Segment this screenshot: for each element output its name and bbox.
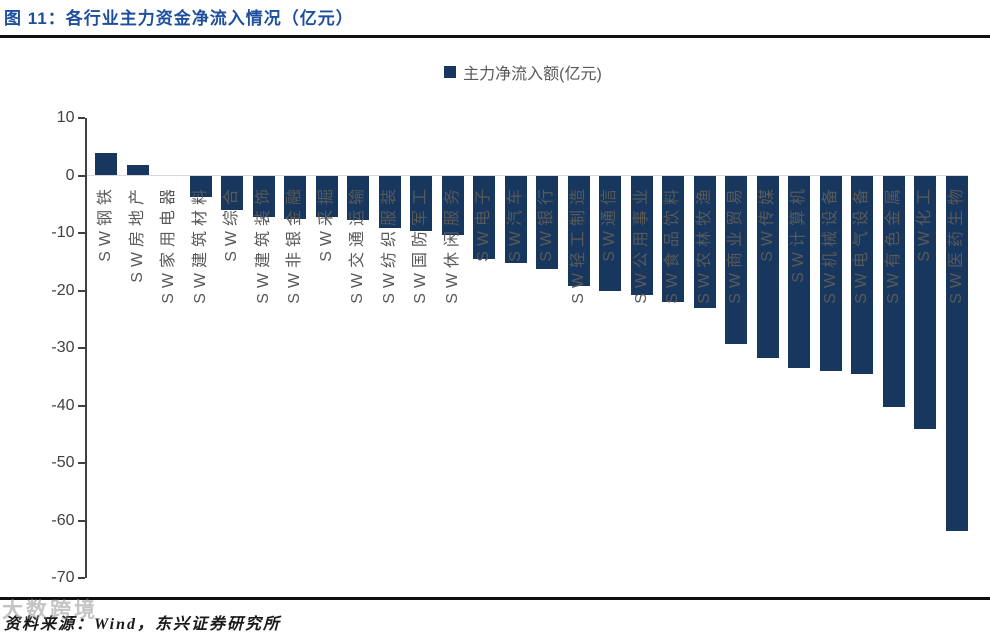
x-axis-label: SW汽车 (506, 183, 524, 262)
x-axis-label: SW有色金属 (884, 183, 902, 304)
source-note: 资料来源：Wind，东兴证券研究所 (4, 616, 281, 633)
y-axis-tick (77, 519, 85, 522)
bar (504, 175, 527, 264)
bar (756, 175, 779, 359)
bar (95, 153, 118, 176)
x-axis-label: SW食品饮料 (664, 183, 682, 304)
x-axis-label: SW通信 (601, 183, 619, 262)
x-axis-label: SW公用事业 (632, 183, 650, 304)
y-axis-tick (77, 232, 85, 234)
bar (662, 175, 685, 302)
x-axis-label: SW钢铁 (97, 183, 115, 262)
bar (914, 175, 937, 429)
bar (725, 175, 748, 344)
x-axis-label: SW轻工制造 (569, 183, 587, 304)
bar (882, 175, 905, 407)
y-axis-tick-label: -20 (51, 281, 75, 299)
bar (315, 175, 338, 217)
y-axis-tick-label: -30 (51, 339, 75, 356)
bar (851, 175, 874, 374)
y-axis-tick-label: 10 (56, 109, 75, 126)
bar (347, 175, 370, 221)
bar (819, 175, 842, 371)
bar (378, 175, 401, 229)
x-axis-label: SW采掘 (317, 183, 335, 262)
x-axis-label: SW银行 (538, 183, 556, 262)
x-axis-label: SW化工 (916, 183, 934, 262)
y-axis-tick (77, 404, 85, 407)
bar (788, 175, 811, 369)
bar (221, 175, 244, 210)
y-axis-tick (77, 577, 85, 579)
chart-legend: 主力净流入额(亿元) (28, 60, 990, 84)
bar (693, 175, 716, 308)
y-axis-tick (77, 462, 85, 464)
bar (126, 164, 149, 176)
x-axis-label: SW房地产 (128, 183, 146, 283)
y-axis-tick (77, 117, 85, 119)
bar (284, 175, 307, 219)
bar (599, 175, 622, 291)
bar (630, 175, 653, 296)
y-axis-tick-label: 0 (65, 166, 75, 184)
x-axis-label: SW商业贸易 (727, 183, 745, 304)
y-axis-tick-label: -40 (51, 396, 75, 414)
bar (473, 175, 496, 259)
y-axis-line (84, 118, 87, 578)
bar (189, 175, 212, 198)
x-axis-label: SW交通运输 (349, 183, 367, 304)
bar (536, 175, 559, 269)
y-axis-tick-label: -50 (51, 454, 75, 471)
bar (410, 175, 433, 232)
title-rule (0, 35, 990, 38)
x-axis-label: SW建筑装饰 (254, 183, 272, 304)
footer-rule (0, 597, 990, 600)
x-axis-label: SW机械设备 (821, 183, 839, 304)
x-axis-label: SW国防军工 (412, 183, 430, 304)
y-axis-tick-label: -60 (51, 511, 75, 529)
x-axis-label: SW农林牧渔 (695, 183, 713, 304)
y-axis-tick-label: -10 (51, 224, 75, 241)
x-axis-label: SW传媒 (758, 183, 776, 262)
y-axis-tick (77, 174, 85, 177)
bar (945, 175, 968, 531)
x-axis-label: SW医药生物 (947, 183, 965, 304)
x-axis-label: SW电气设备 (853, 183, 871, 304)
bar (441, 175, 464, 236)
legend-label: 主力净流入额(亿元) (463, 66, 602, 83)
figure-title: 图 11：各行业主力资金净流入情况（亿元） (4, 9, 354, 28)
y-axis-tick (77, 347, 85, 349)
x-axis-label: SW综合 (223, 183, 241, 262)
x-axis-label: SW纺织服装 (380, 183, 398, 304)
bar (567, 175, 590, 287)
y-axis-tick (77, 289, 85, 292)
x-axis-label: SW建筑材料 (191, 183, 209, 304)
x-axis-label: SW非银金融 (286, 183, 304, 304)
bar (252, 175, 275, 217)
x-axis-label: SW计算机 (790, 183, 808, 283)
legend-swatch-icon (444, 66, 457, 78)
x-axis-label: SW休闲服务 (443, 183, 461, 304)
x-axis-label: SW电子 (475, 183, 493, 262)
x-axis-label: SW家用电器 (160, 183, 178, 304)
y-axis-tick-label: -70 (51, 569, 75, 586)
zero-gridline (85, 175, 968, 176)
watermark: 大数跨境 (2, 599, 98, 622)
